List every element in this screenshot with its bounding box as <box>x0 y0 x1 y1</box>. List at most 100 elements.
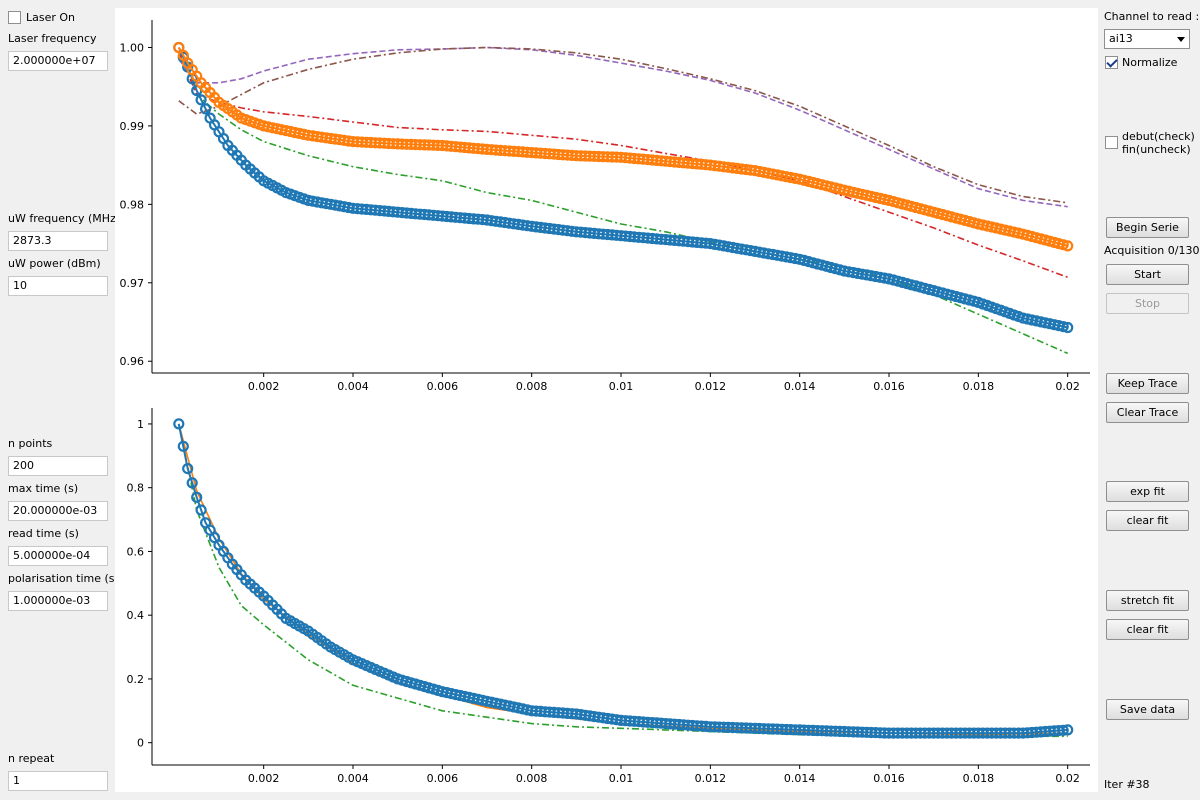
debut-label: debut(check) <box>1122 130 1195 143</box>
chart-0-x-tick-label: 0.018 <box>963 380 995 393</box>
chart-0-series-5-line <box>178 46 1068 204</box>
chart-1-y-tick-label: 1 <box>137 418 144 431</box>
top-plot: 0.002 0.004 0.006 0.008 0.01 0.012 0.014 0.016 0… <box>120 20 1090 393</box>
chart-0-y-tick-label: 0.97 <box>120 277 145 290</box>
read-time-label: read time (s) <box>8 527 79 540</box>
uw-frequency-field[interactable]: 2873.3 <box>8 231 108 251</box>
chart-1-series-1-line <box>178 423 1068 736</box>
chart-0-y-tick-label: 0.99 <box>120 120 145 133</box>
save-data-button[interactable]: Save data <box>1106 699 1189 720</box>
fin-label: fin(uncheck) <box>1122 143 1191 156</box>
chart-1-y-tick-label: 0.6 <box>127 545 145 558</box>
start-button[interactable]: Start <box>1106 264 1189 285</box>
read-time-field[interactable]: 5.000000e-04 <box>8 546 108 566</box>
chart-1-x-tick-label: 0.01 <box>609 772 634 785</box>
acquisition-status: Acquisition 0/130 <box>1104 244 1200 257</box>
laser-on-checkbox[interactable] <box>8 11 21 24</box>
polarisation-time-label: polarisation time (s) <box>8 572 119 585</box>
chart-1-series-0-point <box>195 504 207 516</box>
chart-1-series-0-point <box>1062 724 1074 736</box>
chart-0-series-2 <box>178 51 1069 355</box>
channel-select-value: ai13 <box>1109 32 1133 45</box>
normalize-label: Normalize <box>1122 56 1178 69</box>
chevron-down-icon <box>1177 37 1185 42</box>
clear-stretch-fit-button[interactable]: clear fit <box>1106 619 1189 640</box>
begin-serie-button[interactable]: Begin Serie <box>1106 217 1189 238</box>
exp-fit-button[interactable]: exp fit <box>1106 481 1189 502</box>
chart-1-series-0-point <box>1057 724 1069 736</box>
stop-button[interactable]: Stop <box>1106 293 1189 314</box>
chart-1-series-0-point <box>186 477 198 489</box>
chart-1-x-tick-label: 0.02 <box>1055 772 1080 785</box>
n-points-field[interactable]: 200 <box>8 456 108 476</box>
chart-1-x-tick-label: 0.012 <box>695 772 727 785</box>
chart-0-series-4 <box>178 46 1068 208</box>
chart-1-series-0-point <box>177 440 189 452</box>
laser-frequency-field[interactable]: 2.000000e+07 <box>8 51 108 71</box>
chart-1-axes: 0.002 0.004 0.006 0.008 0.01 0.012 0.014 0.016 0… <box>127 408 1090 785</box>
chart-1-series-0-line <box>177 423 1068 735</box>
chart-1-x-tick-label: 0.002 <box>248 772 280 785</box>
chart-1-series-1 <box>178 423 1068 736</box>
chart-0-series-2-line <box>178 51 1069 355</box>
chart-1-x-tick-label: 0.018 <box>963 772 995 785</box>
n-points-label: n points <box>8 437 53 450</box>
chart-1-series-0-point <box>173 418 185 430</box>
bottom-plot-panel: 0.002 0.004 0.006 0.008 0.01 0.012 0.014 0.016 0… <box>115 400 1098 792</box>
chart-0-series-0 <box>173 41 1074 334</box>
chart-0-series-3-line <box>178 51 1068 279</box>
uw-frequency-label: uW frequency (MHz) <box>8 212 121 225</box>
keep-trace-button[interactable]: Keep Trace <box>1106 373 1189 394</box>
chart-1-x-tick-label: 0.014 <box>784 772 816 785</box>
bottom-plot: 0.002 0.004 0.006 0.008 0.01 0.012 0.014 0.016 0… <box>127 408 1090 785</box>
chart-1-x-tick-label: 0.016 <box>873 772 905 785</box>
laser-frequency-label: Laser frequency <box>8 32 97 45</box>
normalize-checkbox[interactable] <box>1105 56 1118 69</box>
chart-1-series-0-point <box>191 491 203 503</box>
chart-1-y-tick-label: 0.8 <box>127 482 145 495</box>
channel-select[interactable]: ai13 <box>1104 29 1190 49</box>
chart-1-series-0 <box>173 418 1074 739</box>
chart-0-x-tick-label: 0.014 <box>784 380 816 393</box>
chart-0-series-0-point <box>199 103 212 115</box>
chart-1-x-tick-label: 0.004 <box>337 772 369 785</box>
uw-power-field[interactable]: 10 <box>8 276 108 296</box>
clear-exp-fit-button[interactable]: clear fit <box>1106 510 1189 531</box>
chart-0-x-tick-label: 0.02 <box>1055 380 1080 393</box>
debut-fin-checkbox[interactable] <box>1105 136 1118 149</box>
chart-0-series-4-line <box>178 46 1068 208</box>
polarisation-time-field[interactable]: 1.000000e-03 <box>8 591 108 611</box>
chart-0-x-tick-label: 0.01 <box>609 380 634 393</box>
chart-0-x-tick-label: 0.008 <box>516 380 548 393</box>
chart-1-y-tick-label: 0 <box>137 737 144 750</box>
n-repeat-field[interactable]: 1 <box>8 771 108 791</box>
max-time-label: max time (s) <box>8 482 79 495</box>
chart-0-x-tick-label: 0.016 <box>873 380 905 393</box>
chart-1-x-tick-label: 0.006 <box>427 772 459 785</box>
clear-trace-button[interactable]: Clear Trace <box>1106 402 1189 423</box>
chart-0-y-tick-label: 0.96 <box>120 355 145 368</box>
chart-0-series-1 <box>173 41 1074 252</box>
stretch-fit-button[interactable]: stretch fit <box>1106 590 1189 611</box>
chart-0-series-0-point <box>195 94 207 106</box>
chart-0-x-tick-label: 0.006 <box>427 380 459 393</box>
chart-1-y-tick-label: 0.2 <box>127 673 145 686</box>
n-repeat-label: n repeat <box>8 752 55 765</box>
chart-0-series-3 <box>178 51 1068 279</box>
iteration-counter: Iter #38 <box>1104 778 1150 791</box>
chart-1-series-0-point <box>182 462 194 475</box>
chart-0-series-0-point <box>1057 321 1069 333</box>
chart-1-series-2 <box>178 423 1068 738</box>
top-plot-panel: 0.002 0.004 0.006 0.008 0.01 0.012 0.014 0.016 0… <box>115 8 1098 400</box>
chart-1-y-tick-label: 0.4 <box>127 609 145 622</box>
chart-0-x-tick-label: 0.012 <box>695 380 727 393</box>
chart-0-series-5 <box>178 46 1068 204</box>
uw-power-label: uW power (dBm) <box>8 257 101 270</box>
chart-0-x-tick-label: 0.004 <box>337 380 369 393</box>
chart-0-y-tick-label: 1.00 <box>120 41 145 54</box>
max-time-field[interactable]: 20.000000e-03 <box>8 501 108 521</box>
chart-1-x-tick-label: 0.008 <box>516 772 548 785</box>
chart-0-y-tick-label: 0.98 <box>120 198 145 211</box>
chart-0-series-1-point <box>1062 240 1074 252</box>
laser-on-label: Laser On <box>26 11 76 24</box>
